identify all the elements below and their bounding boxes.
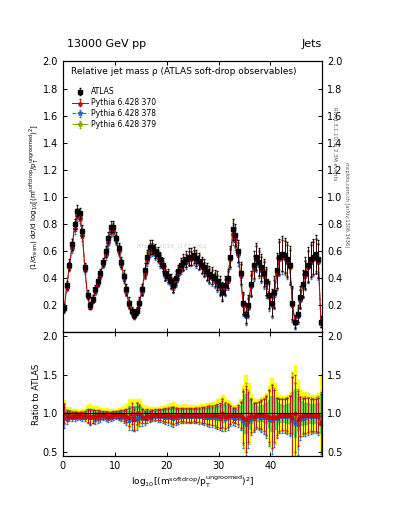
X-axis label: log$_{10}$[(m$^\mathrm{soft\,drop}$/p$_\mathrm{T}^\mathrm{ungroomed}$)$^2$]: log$_{10}$[(m$^\mathrm{soft\,drop}$/p$_\… [131, 473, 254, 489]
Text: Rivet 3.1.10, ≥ 2.3M events: Rivet 3.1.10, ≥ 2.3M events [332, 106, 337, 180]
Y-axis label: $(1/\sigma_\mathrm{resm})$ d$\sigma$/d log$_{10}$[(m$^\mathrm{soft\,drop}$/p$_\m: $(1/\sigma_\mathrm{resm})$ d$\sigma$/d l… [28, 124, 41, 270]
Legend: ATLAS, Pythia 6.428 370, Pythia 6.428 378, Pythia 6.428 379: ATLAS, Pythia 6.428 370, Pythia 6.428 37… [69, 84, 159, 132]
Text: ATLAS 2019_I1772062: ATLAS 2019_I1772062 [137, 243, 207, 249]
Text: Relative jet mass ρ (ATLAS soft-drop observables): Relative jet mass ρ (ATLAS soft-drop obs… [71, 67, 296, 76]
Y-axis label: Ratio to ATLAS: Ratio to ATLAS [32, 364, 41, 425]
Text: Jets: Jets [302, 38, 322, 49]
Text: 13000 GeV pp: 13000 GeV pp [67, 38, 146, 49]
Text: mcplots.cern.ch [arXiv:1306.3436]: mcplots.cern.ch [arXiv:1306.3436] [344, 162, 349, 247]
